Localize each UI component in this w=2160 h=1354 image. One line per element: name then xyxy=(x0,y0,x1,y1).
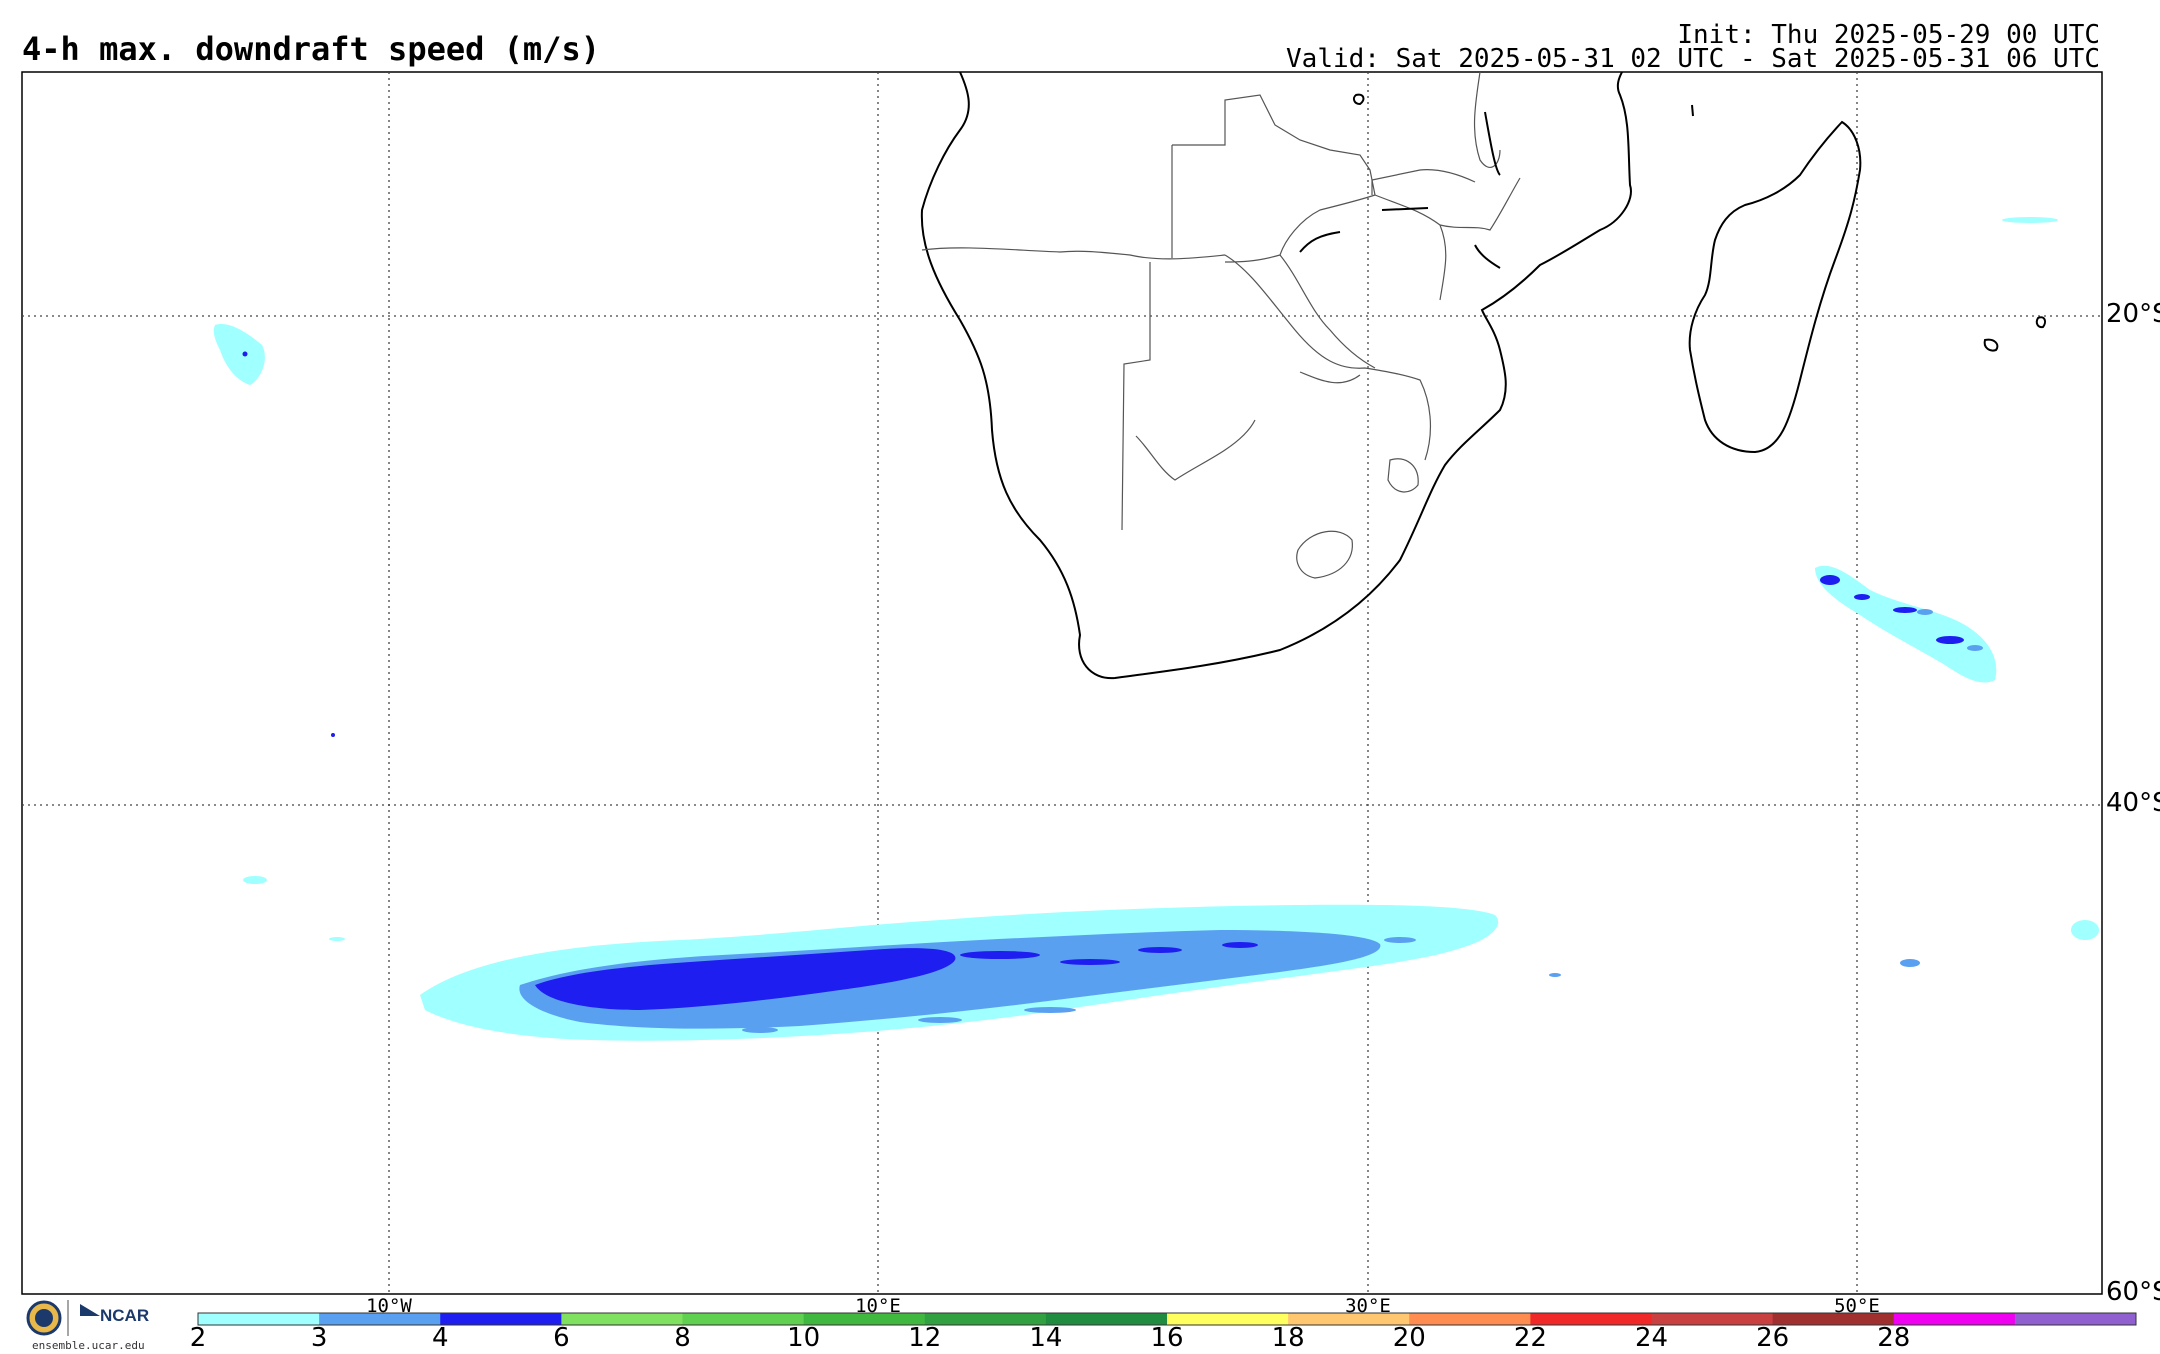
lake-kariba xyxy=(1299,231,1341,253)
colorbar-swatch xyxy=(1167,1313,1289,1325)
coast-mauritius xyxy=(2035,316,2047,329)
lake-victoria-piece xyxy=(1352,93,1365,106)
coast-madagascar xyxy=(1688,120,1862,454)
lon-label-10w: 10°W xyxy=(366,1295,412,1317)
colorbar-swatch xyxy=(682,1313,805,1325)
ncar-mark xyxy=(80,1304,100,1316)
lake-malawi xyxy=(1484,111,1501,176)
colorbar-swatch xyxy=(561,1313,683,1325)
colorbar-label: 6 xyxy=(553,1323,570,1353)
colorbar-label: 16 xyxy=(1150,1323,1183,1353)
field-streaks xyxy=(694,942,1258,1003)
lon-label-50e: 50°E xyxy=(1834,1295,1880,1317)
colorbar-swatch xyxy=(1651,1313,1774,1325)
map-title: 4-h max. downdraft speed (m/s) xyxy=(22,30,600,68)
field-patch-west xyxy=(213,324,265,385)
lon-label-30e: 30°E xyxy=(1345,1295,1391,1317)
valid-time: Valid: Sat 2025-05-31 02 UTC - Sat 2025-… xyxy=(1286,44,2100,74)
lat-label-20s: 20°S xyxy=(2106,299,2160,329)
field-band-medium xyxy=(519,930,1381,1029)
lesotho xyxy=(1296,530,1353,579)
colorbar-label: 24 xyxy=(1635,1323,1668,1353)
site-url: ensemble.ucar.edu xyxy=(32,1339,145,1352)
colorbar-swatch xyxy=(1409,1313,1531,1325)
ncar-logo: NCAR xyxy=(100,1306,150,1325)
lake-northern xyxy=(1474,244,1501,269)
colorbar-label: 12 xyxy=(908,1323,941,1353)
graticule xyxy=(22,72,2102,1294)
country-borders xyxy=(921,71,1521,579)
colorbar-label: 18 xyxy=(1272,1323,1305,1353)
colorbar-label: 14 xyxy=(1029,1323,1062,1353)
colorbar-swatch xyxy=(440,1313,562,1325)
lat-label-40s: 40°S xyxy=(2106,788,2160,818)
colorbar-swatch xyxy=(1893,1313,2016,1325)
lake-cabora xyxy=(1381,207,1429,211)
lakes xyxy=(1299,111,1501,269)
colorbar-swatch xyxy=(1288,1313,1410,1325)
field-band-dark xyxy=(535,948,956,1010)
nsf-logo xyxy=(26,1300,62,1336)
downdraft-field xyxy=(213,217,2099,1041)
colorbar-swatch xyxy=(2014,1313,2137,1325)
colorbar-swatch xyxy=(198,1313,320,1325)
colorbar-swatch xyxy=(319,1313,441,1325)
colorbar-swatch xyxy=(1772,1313,1895,1325)
coast-reunion xyxy=(1983,338,1999,352)
init-time: Init: Thu 2025-05-29 00 UTC xyxy=(1677,20,2100,50)
colorbar-label: 8 xyxy=(674,1323,691,1353)
colorbar-label: 10 xyxy=(787,1323,820,1353)
map-frame xyxy=(21,71,2103,1295)
colorbar-swatch xyxy=(1045,1313,1168,1325)
field-east-dark xyxy=(1820,575,1964,644)
colorbar-label: 20 xyxy=(1393,1323,1426,1353)
island-comoros xyxy=(1691,104,1694,117)
field-streaks-medium xyxy=(742,937,1920,1033)
coastlines xyxy=(920,71,2047,680)
lon-label-10e: 10°E xyxy=(855,1295,901,1317)
colorbar-swatch xyxy=(924,1313,1047,1325)
coast-africa xyxy=(920,71,1632,680)
colorbar-frame xyxy=(197,1312,2137,1326)
colorbar-label: 3 xyxy=(311,1323,328,1353)
colorbar-label: 4 xyxy=(432,1323,449,1353)
colorbar-label: 26 xyxy=(1756,1323,1789,1353)
colorbar-swatch xyxy=(1530,1313,1652,1325)
colorbar-label: 2 xyxy=(190,1323,207,1353)
eswatini xyxy=(1387,458,1419,493)
colorbar: 2 3 4 6 8 10 12 14 16 18 20 22 24 26 28 xyxy=(190,1312,2137,1353)
colorbar-label: 28 xyxy=(1877,1323,1910,1353)
colorbar-swatch xyxy=(803,1313,926,1325)
colorbar-label: 22 xyxy=(1514,1323,1547,1353)
lat-label-60s: 60°S xyxy=(2106,1277,2160,1307)
